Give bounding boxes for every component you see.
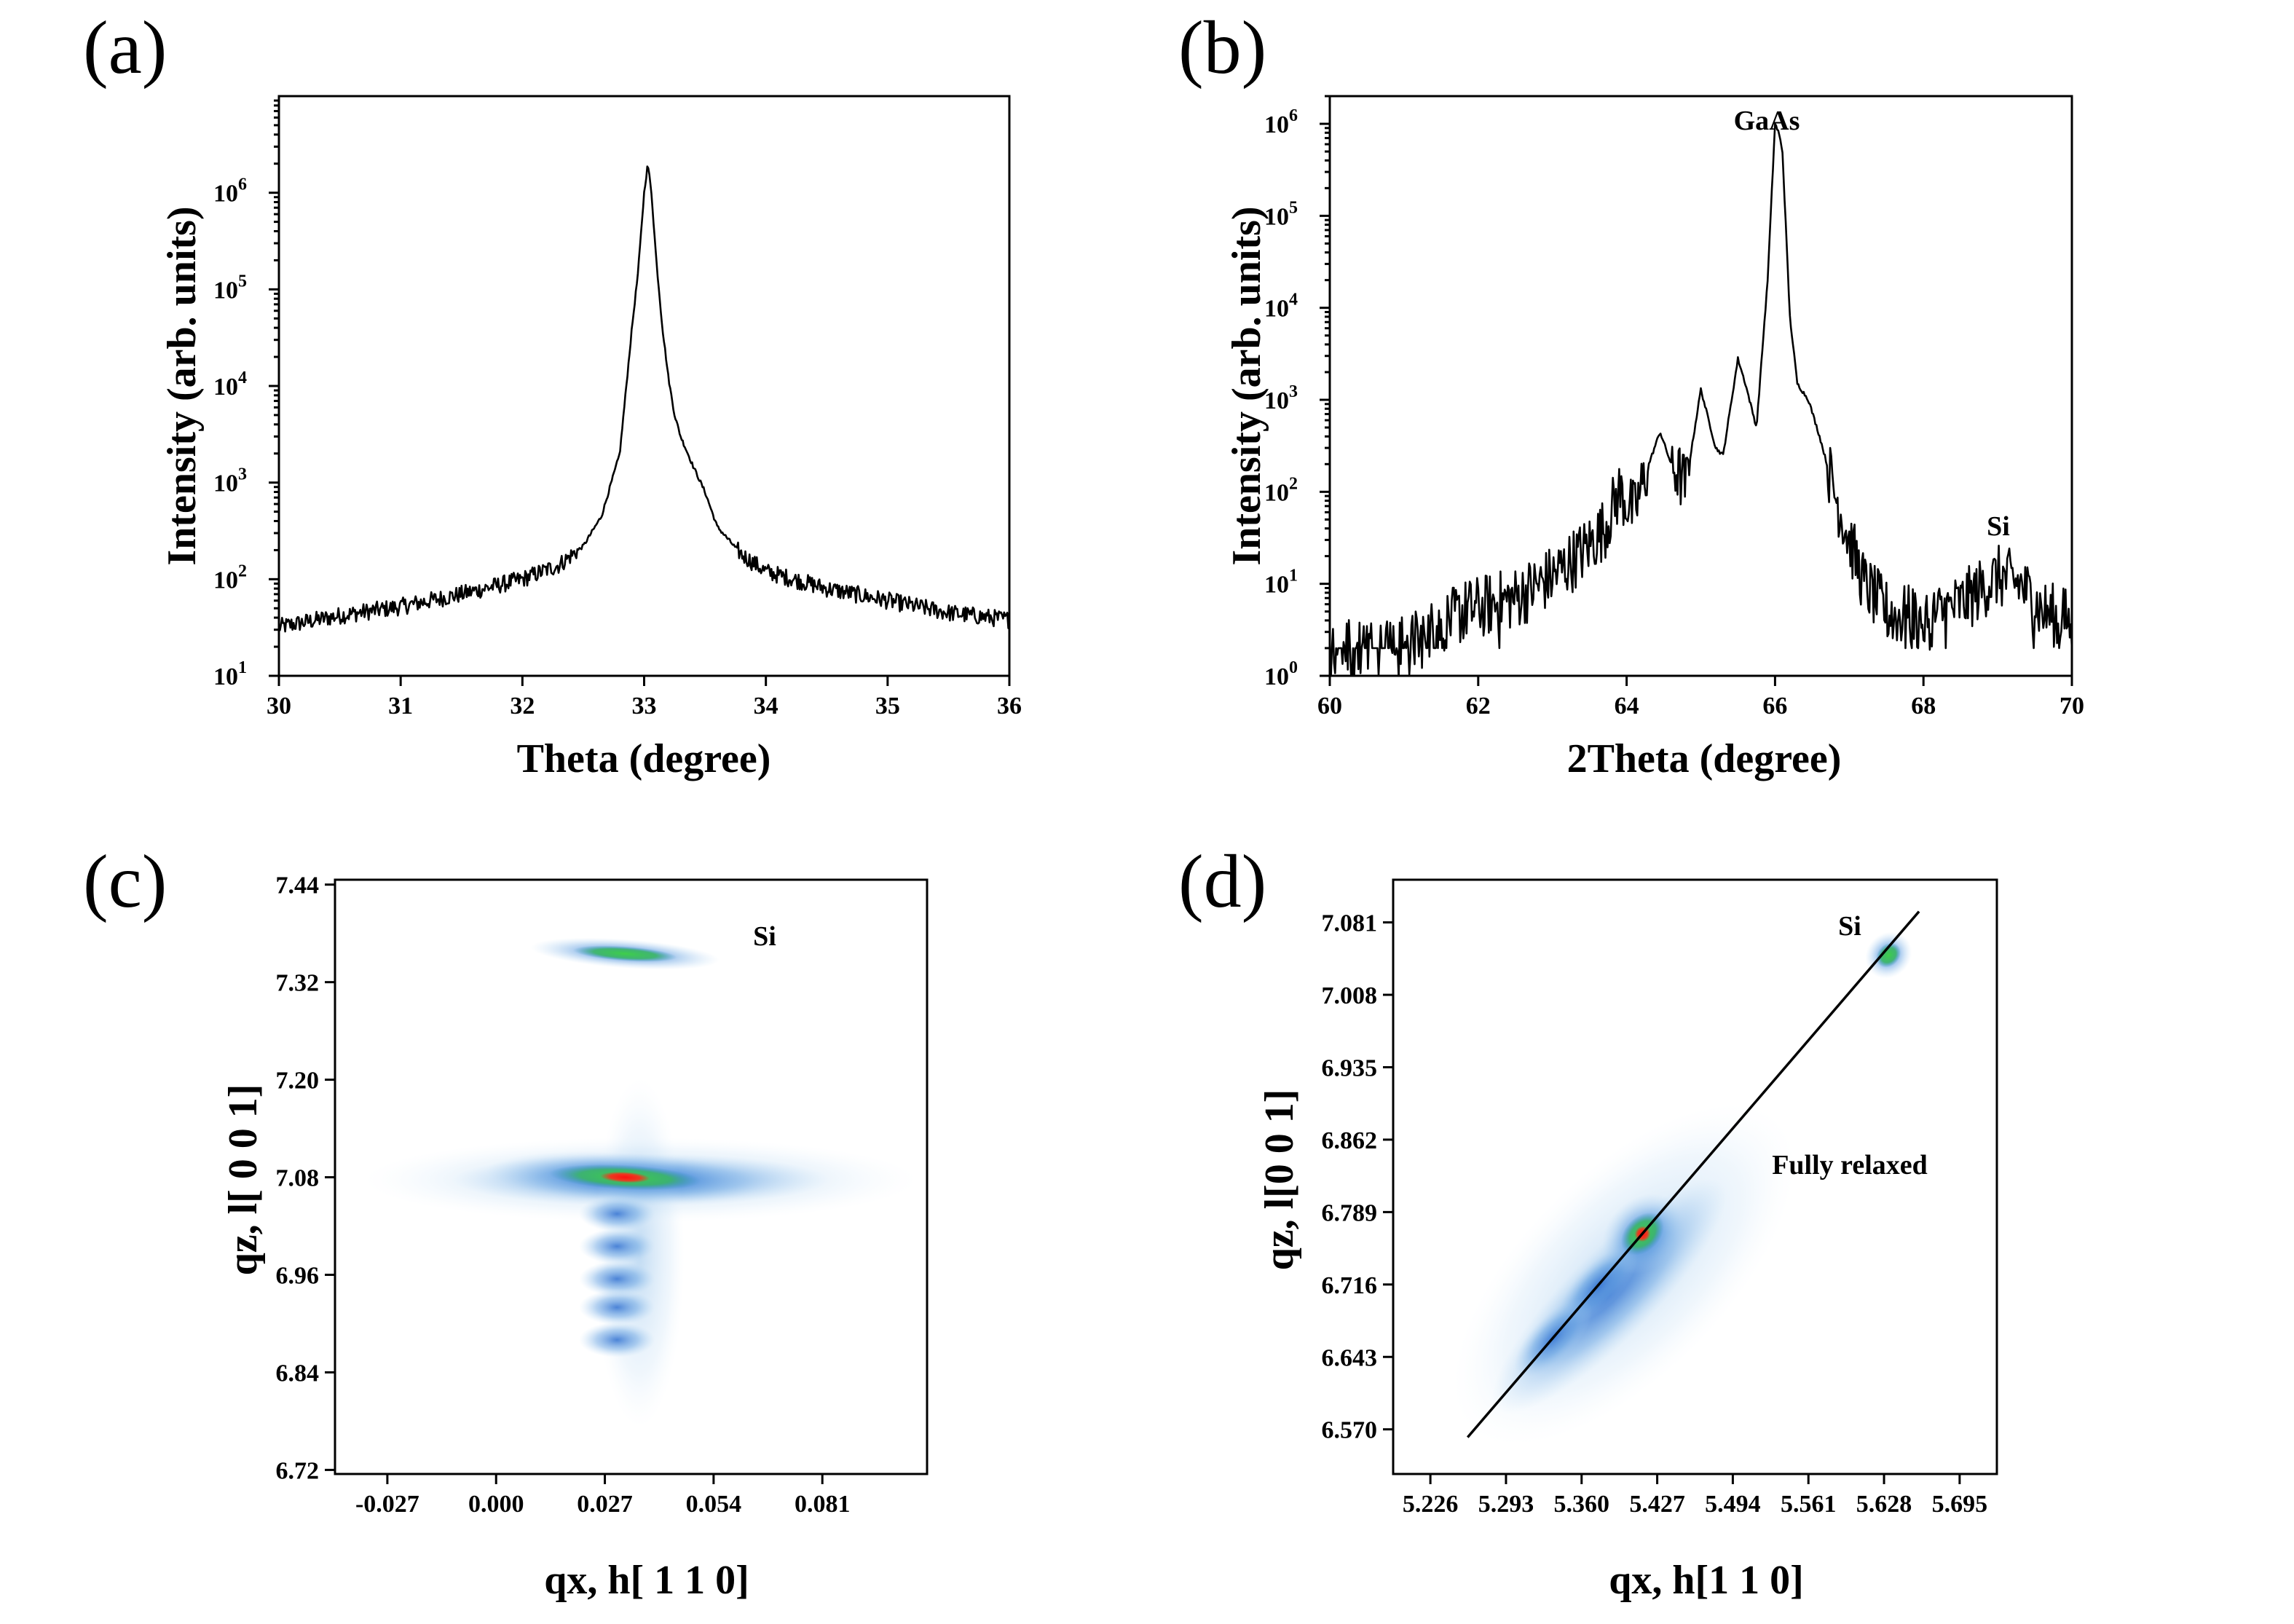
panel-c-y-tick-label: 6.72	[276, 1457, 320, 1484]
panel-d-annotation-fully-relaxed: Fully relaxed	[1772, 1150, 1928, 1180]
panel-b-series-line	[1330, 122, 2072, 676]
panel-c-y-tick-label: 6.84	[276, 1360, 320, 1387]
panel-c: (c) -0.027 0.000 0.027 0.054 0.081 6.72 6.84 6.…	[83, 840, 929, 1603]
panel-c-peak-spot	[579, 1196, 655, 1231]
panel-b-y-tick-label: 103	[1264, 382, 1298, 414]
panel-c-peak-maximum	[600, 1171, 650, 1183]
panel-d-y-tick-label: 7.008	[1322, 982, 1378, 1009]
panel-d-heatmap	[1453, 931, 1912, 1446]
panel-b-plot-frame	[1328, 95, 2073, 677]
panel-c-peak-spot	[579, 1261, 655, 1297]
panel-a-x-tick-label: 34	[754, 693, 779, 720]
panel-d-y-tick-label: 7.081	[1322, 910, 1378, 937]
panel-c-label: (c)	[83, 840, 167, 923]
panel-b-label: (b)	[1178, 6, 1266, 90]
panel-c-peak-spot-core	[572, 945, 677, 962]
panel-b-y-tick-label: 104	[1264, 291, 1298, 323]
panel-a-y-axis-title: Intensity (arb. units)	[159, 206, 205, 565]
panel-a-label: (a)	[83, 6, 167, 90]
panel-d-plot-frame	[1392, 878, 1998, 1475]
panel-c-peak-spot	[579, 1322, 655, 1357]
panel-b-x-tick-label: 66	[1762, 693, 1787, 720]
panel-c-y-tick-label: 7.08	[276, 1165, 320, 1192]
panel-b: (b) 60 62 64 66 68 70 100 101 102 103 104 105 106 Ga…	[1178, 6, 2084, 781]
panel-a-heatless-plot	[279, 165, 1009, 633]
panel-c-x-tick-label: 0.027	[577, 1491, 633, 1518]
panel-c-ticks: -0.027 0.000 0.027 0.054 0.081 6.72 6.84 6.96 7.…	[276, 872, 851, 1518]
panel-d-x-axis-title: qx, h[1 1 0]	[1609, 1558, 1804, 1603]
panel-a-y-tick-label: 102	[213, 561, 247, 594]
panel-a-y-tick-label: 106	[213, 176, 247, 208]
panel-d-x-tick-label: 5.695	[1932, 1491, 1988, 1518]
panel-d-y-axis-title: qz, l[0 0 1]	[1257, 1089, 1302, 1271]
panel-b-ticks: 60 62 64 66 68 70 100 101 102 103 104 105 106	[1264, 95, 2084, 720]
panel-b-y-tick-label: 100	[1264, 658, 1298, 690]
panel-c-y-tick-label: 7.32	[276, 970, 320, 997]
panel-c-x-axis-title: qx, h[ 1 1 0]	[544, 1558, 749, 1603]
panel-d-x-tick-label: 5.293	[1478, 1491, 1534, 1518]
panel-c-x-tick-label: -0.027	[355, 1491, 419, 1518]
panel-b-x-tick-label: 64	[1615, 693, 1639, 720]
panel-c-x-tick-label: 0.054	[686, 1491, 742, 1518]
panel-a-y-tick-label: 101	[213, 658, 247, 690]
panel-b-y-tick-label: 101	[1264, 567, 1298, 599]
panel-a-x-axis-title: Theta (degree)	[517, 736, 771, 781]
panel-d-label: (d)	[1178, 840, 1266, 923]
panel-a-ticks: 30 31 32 33 34 35 36 101 102 103 104 105 106	[213, 99, 1022, 720]
panel-a-y-tick-label: 104	[213, 368, 247, 401]
panel-d-x-tick-label: 5.226	[1403, 1491, 1459, 1518]
panel-a-plot-frame	[277, 95, 1011, 677]
panel-d-y-tick-label: 6.935	[1322, 1055, 1378, 1081]
panel-a-x-tick-label: 31	[388, 693, 413, 720]
panel-a-y-tick-label: 103	[213, 465, 247, 497]
panel-b-y-tick-label: 102	[1264, 474, 1298, 506]
panel-c-y-tick-label: 7.44	[276, 872, 320, 899]
panel-d-x-tick-label: 5.628	[1856, 1491, 1912, 1518]
panel-b-x-tick-label: 60	[1317, 693, 1342, 720]
panel-a-x-tick-label: 32	[510, 693, 535, 720]
panel-d-peak-spot-core	[1876, 942, 1901, 968]
panel-d-fully-relaxed-line	[1466, 910, 1920, 1438]
panel-b-y-tick-label: 105	[1264, 198, 1298, 230]
panel-b-y-axis-title: Intensity (arb. units)	[1224, 206, 1269, 565]
panel-a-y-tick-label: 105	[213, 272, 247, 304]
panel-c-peak-spots	[486, 937, 763, 1357]
panel-c-y-axis-title: qz, l[ 0 0 1]	[221, 1084, 266, 1276]
panel-a-x-tick-label: 35	[875, 693, 900, 720]
panel-d-y-tick-label: 6.862	[1322, 1127, 1378, 1154]
panel-b-y-tick-label: 106	[1264, 106, 1298, 138]
panel-d-y-tick-label: 6.643	[1322, 1344, 1378, 1371]
panel-a-series-line	[279, 165, 1009, 633]
panel-d-annotation-si: Si	[1838, 911, 1861, 942]
panel-b-x-tick-label: 62	[1466, 693, 1491, 720]
panel-c-peak-spot	[579, 1290, 655, 1325]
panel-b-annotation-si: Si	[1987, 511, 2010, 542]
panel-a-x-tick-label: 30	[267, 693, 291, 720]
panel-d-x-tick-label: 5.360	[1554, 1491, 1610, 1518]
panel-b-x-axis-title: 2Theta (degree)	[1567, 736, 1842, 781]
panel-d: (d) 5.226 5.293 5.360 5.427 5.494 5.561 5.628 5…	[1178, 840, 1998, 1603]
panel-c-annotation-si: Si	[753, 921, 776, 952]
panel-d-y-tick-label: 6.570	[1322, 1417, 1378, 1444]
panel-c-y-tick-label: 6.96	[276, 1263, 320, 1290]
panel-b-x-tick-label: 68	[1911, 693, 1936, 720]
panel-a-x-tick-label: 33	[632, 693, 657, 720]
panel-c-y-tick-label: 7.20	[276, 1068, 320, 1095]
panel-d-x-tick-label: 5.561	[1781, 1491, 1837, 1518]
panel-a: (a) 30 31 32 33 34 35 36 101 102 103 104 105 106 The…	[83, 6, 1022, 781]
panel-b-x-tick-label: 70	[2060, 693, 2084, 720]
panel-c-peak-spot	[579, 1229, 655, 1264]
panel-c-x-tick-label: 0.000	[468, 1491, 524, 1518]
panel-d-x-tick-label: 5.427	[1629, 1491, 1685, 1518]
panel-d-ticks: 5.226 5.293 5.360 5.427 5.494 5.561 5.628 5.695…	[1322, 910, 1988, 1518]
panel-d-y-tick-label: 6.716	[1322, 1272, 1378, 1299]
panel-d-x-tick-label: 5.494	[1705, 1491, 1761, 1518]
panel-d-y-tick-label: 6.789	[1322, 1199, 1378, 1226]
panel-c-heatmap	[364, 937, 918, 1427]
panel-b-annotation-gaas: GaAs	[1734, 106, 1800, 136]
panel-a-x-tick-label: 36	[997, 693, 1022, 720]
panel-c-x-tick-label: 0.081	[795, 1491, 851, 1518]
